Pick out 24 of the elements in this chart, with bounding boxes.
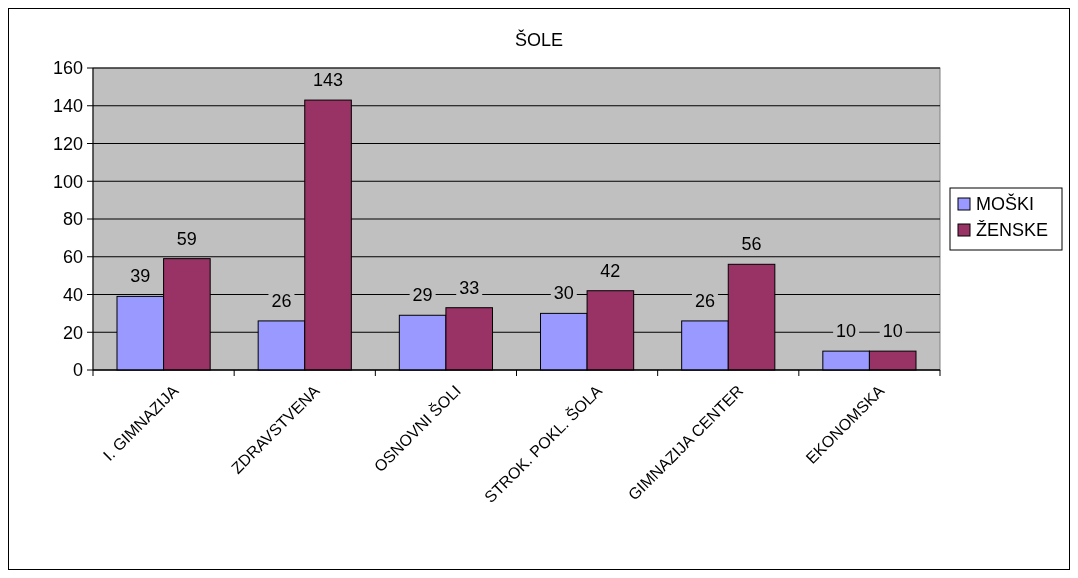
legend-label: MOŠKI <box>976 193 1035 215</box>
data-label: 26 <box>694 290 715 311</box>
y-tick-label: 80 <box>62 209 83 230</box>
y-tick-label: 140 <box>52 96 83 117</box>
y-tick-label: 120 <box>52 133 83 154</box>
y-tick-label: 20 <box>62 322 83 343</box>
y-tick-label: 0 <box>72 360 83 381</box>
data-label: 10 <box>882 321 903 342</box>
y-tick-label: 40 <box>62 284 83 305</box>
y-tick-label: 100 <box>52 171 83 192</box>
data-label: 10 <box>836 321 857 342</box>
data-label: 26 <box>271 290 292 311</box>
y-tick-label: 60 <box>62 247 83 268</box>
data-label: 33 <box>459 277 480 298</box>
data-label: 42 <box>600 260 621 281</box>
data-label: 30 <box>553 283 574 304</box>
data-label: 56 <box>741 234 762 255</box>
data-label: 143 <box>313 70 344 91</box>
y-tick-label: 160 <box>52 58 83 79</box>
chart-title: ŠOLE <box>514 29 564 50</box>
data-label: 39 <box>130 266 151 287</box>
legend-label: ŽENSKE <box>976 220 1049 241</box>
data-label: 59 <box>176 228 197 249</box>
data-label: 29 <box>412 285 433 306</box>
